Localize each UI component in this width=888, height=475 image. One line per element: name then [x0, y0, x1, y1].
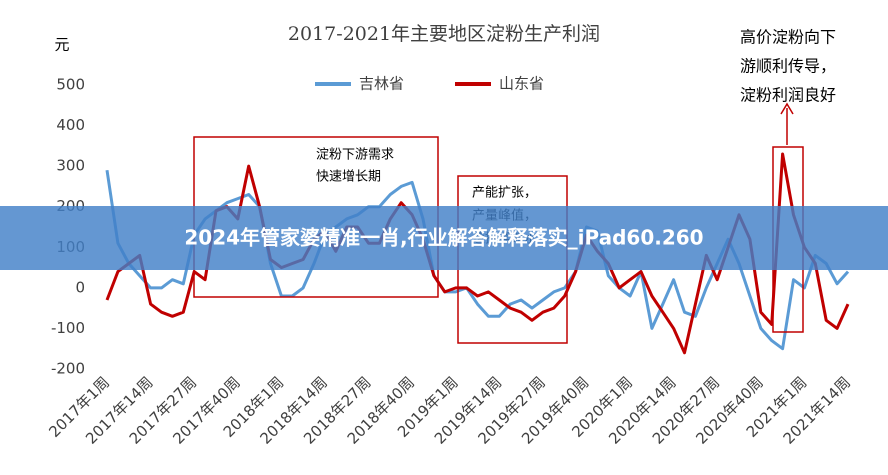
y-tick-label: -100 [51, 319, 85, 337]
annotation-text: 游顺利传导， [740, 57, 836, 76]
legend-label: 山东省 [499, 75, 544, 93]
y-tick-label: 400 [56, 116, 85, 134]
annotation-text: 淀粉利润良好 [740, 86, 836, 105]
annotation-text: 高价淀粉向下 [740, 28, 836, 47]
y-tick-label: 300 [56, 157, 85, 175]
chart-title: 2017-2021年主要地区淀粉生产利润 [288, 23, 600, 45]
y-tick-label: -200 [51, 360, 85, 378]
banner-text: 2024年管家婆精准一肖,行业解答解释落实_iPad60.260 [184, 226, 703, 250]
annotation-text: 淀粉下游需求 [316, 148, 394, 163]
annotation-text: 产能扩张， [472, 186, 537, 201]
y-tick-label: 0 [75, 278, 85, 296]
banner [0, 206, 888, 270]
legend-label: 吉林省 [359, 75, 404, 93]
arrow-head [780, 102, 794, 115]
y-tick-label: 500 [56, 76, 85, 94]
y-unit: 元 [54, 36, 69, 54]
annotation-text: 快速增长期 [316, 170, 381, 185]
